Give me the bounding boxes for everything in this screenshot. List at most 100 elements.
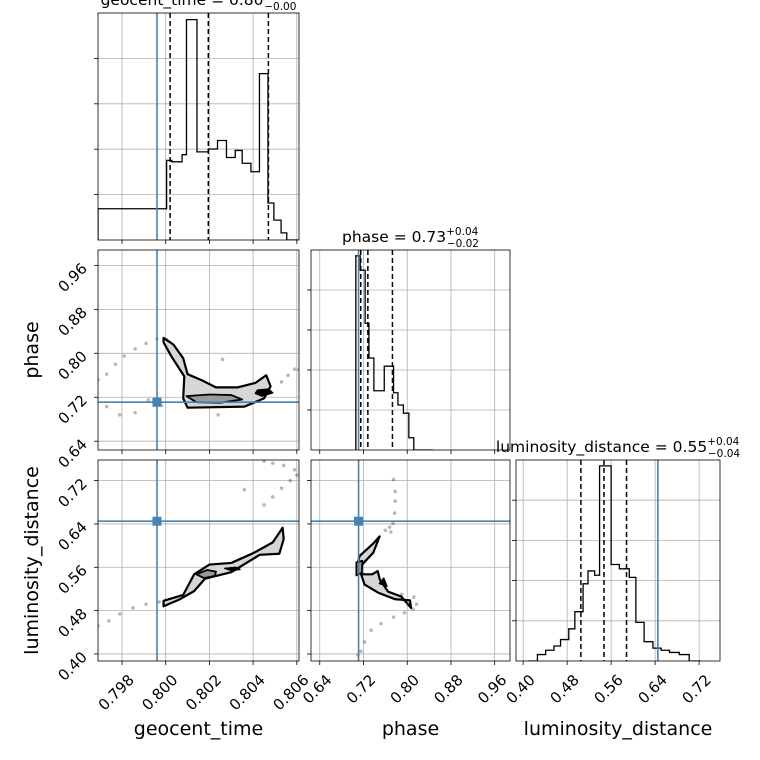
x-tick-label: 0.798 bbox=[95, 671, 138, 714]
sample-point bbox=[391, 521, 395, 526]
sample-point bbox=[362, 640, 367, 644]
sample-point bbox=[270, 461, 275, 466]
y-tick-label: 0.80 bbox=[54, 347, 90, 383]
x-axis-label-luminosity-distance: luminosity_distance bbox=[524, 718, 713, 740]
hist-step-luminosity_distance bbox=[527, 465, 701, 661]
panel-content bbox=[98, 250, 299, 450]
sample-point bbox=[281, 463, 286, 468]
x-tick-label: 0.56 bbox=[591, 671, 627, 707]
sample-point bbox=[295, 473, 299, 477]
sample-point bbox=[242, 487, 247, 492]
x-tick-label: 0.96 bbox=[474, 671, 510, 707]
contour-inner bbox=[195, 569, 217, 580]
sample-point bbox=[107, 619, 111, 623]
sample-point bbox=[393, 499, 397, 503]
panel-content bbox=[311, 460, 510, 661]
sample-point bbox=[383, 528, 388, 533]
sample-point bbox=[279, 486, 284, 490]
sample-point bbox=[392, 511, 397, 515]
title-minus: −0.02 bbox=[447, 238, 479, 250]
title-eq: = bbox=[389, 228, 412, 246]
panel-luminosity_distance-vs-geocent_time bbox=[94, 460, 299, 665]
sample-point bbox=[131, 606, 135, 610]
sample-point bbox=[118, 612, 122, 616]
sample-point bbox=[262, 503, 266, 507]
y-tick-label: 0.72 bbox=[54, 475, 90, 511]
title-value: 0.80 bbox=[229, 0, 264, 9]
title-main: phase bbox=[342, 228, 389, 246]
sample-point bbox=[118, 413, 122, 417]
sample-point bbox=[279, 380, 284, 384]
x-tick-label: 0.802 bbox=[182, 671, 225, 714]
y-tick-label: 0.56 bbox=[54, 561, 90, 597]
title-plus: +0.00 bbox=[264, 0, 296, 1]
title-value: 0.73 bbox=[412, 228, 447, 246]
sample-point bbox=[133, 410, 137, 415]
panel-content bbox=[98, 460, 299, 661]
x-tick-label: 0.804 bbox=[226, 671, 269, 714]
sample-point bbox=[369, 628, 373, 632]
title-plus: +0.04 bbox=[446, 226, 478, 238]
y-tick-label: 0.64 bbox=[54, 518, 90, 554]
title-minus: −0.04 bbox=[708, 448, 740, 460]
title-eq: = bbox=[650, 438, 673, 456]
contour-outer bbox=[355, 535, 413, 610]
sample-point bbox=[391, 615, 396, 619]
contour-core bbox=[254, 388, 274, 397]
sample-point bbox=[220, 357, 225, 362]
sample-point bbox=[391, 477, 396, 482]
sample-point bbox=[144, 341, 148, 346]
sample-point bbox=[379, 621, 383, 626]
sample-point bbox=[288, 478, 293, 483]
sample-point bbox=[389, 530, 393, 534]
sample-point bbox=[358, 649, 363, 654]
sample-point bbox=[144, 602, 148, 606]
sample-point bbox=[387, 525, 392, 529]
truth-marker bbox=[152, 397, 162, 407]
panel-frame bbox=[97, 249, 300, 451]
x-tick-label: 0.72 bbox=[679, 671, 715, 707]
title-minus: −0.00 bbox=[264, 1, 296, 13]
title-plus: +0.04 bbox=[707, 436, 739, 448]
y-axis-label-luminosity-distance: luminosity_distance bbox=[21, 466, 43, 655]
panel-phase-vs-geocent_time bbox=[94, 250, 299, 454]
hist-panel-geocent_time: geocent_time = 0.80+0.00−0.00 bbox=[94, 0, 299, 244]
contour-core bbox=[378, 577, 388, 587]
contour-outer bbox=[162, 336, 272, 409]
hist-panel-phase: phase = 0.73+0.04 −0.02 bbox=[307, 226, 510, 454]
sample-point bbox=[104, 372, 109, 376]
sample-point bbox=[122, 354, 127, 358]
panel-frame bbox=[97, 459, 300, 662]
hist-frame-phase bbox=[310, 249, 511, 451]
contour-outer bbox=[162, 526, 285, 608]
x-tick-label: 0.48 bbox=[547, 671, 583, 707]
sample-point bbox=[104, 404, 109, 409]
contour-core bbox=[224, 566, 241, 572]
y-tick-label: 0.88 bbox=[54, 303, 90, 339]
sample-point bbox=[414, 602, 419, 606]
panel-frame bbox=[310, 459, 511, 662]
sample-point bbox=[402, 610, 407, 615]
x-tick-label: 0.80 bbox=[387, 671, 423, 707]
y-tick-label: 0.48 bbox=[54, 605, 90, 641]
title-main: geocent_time bbox=[101, 0, 207, 10]
sample-point bbox=[393, 489, 397, 494]
hist-step-geocent_time bbox=[98, 18, 299, 240]
sample-point bbox=[98, 377, 100, 382]
x-tick-label: 0.88 bbox=[430, 671, 466, 707]
hist-frame-geocent_time bbox=[97, 12, 300, 241]
sample-point bbox=[146, 398, 151, 402]
y-tick-label: 0.72 bbox=[54, 391, 90, 427]
sample-point bbox=[286, 373, 290, 378]
sample-point bbox=[113, 362, 118, 367]
hist-frame-luminosity_distance bbox=[515, 459, 721, 662]
hist-step-phase bbox=[355, 255, 433, 450]
title-phase: phase = 0.73+0.04 −0.02 bbox=[342, 226, 479, 250]
sample-point bbox=[157, 600, 161, 604]
sample-point bbox=[216, 413, 220, 417]
sample-point bbox=[270, 495, 275, 499]
x-tick-label: 0.72 bbox=[343, 671, 379, 707]
x-axis-label-phase: phase bbox=[382, 718, 439, 740]
x-tick-label: 0.40 bbox=[503, 671, 539, 707]
